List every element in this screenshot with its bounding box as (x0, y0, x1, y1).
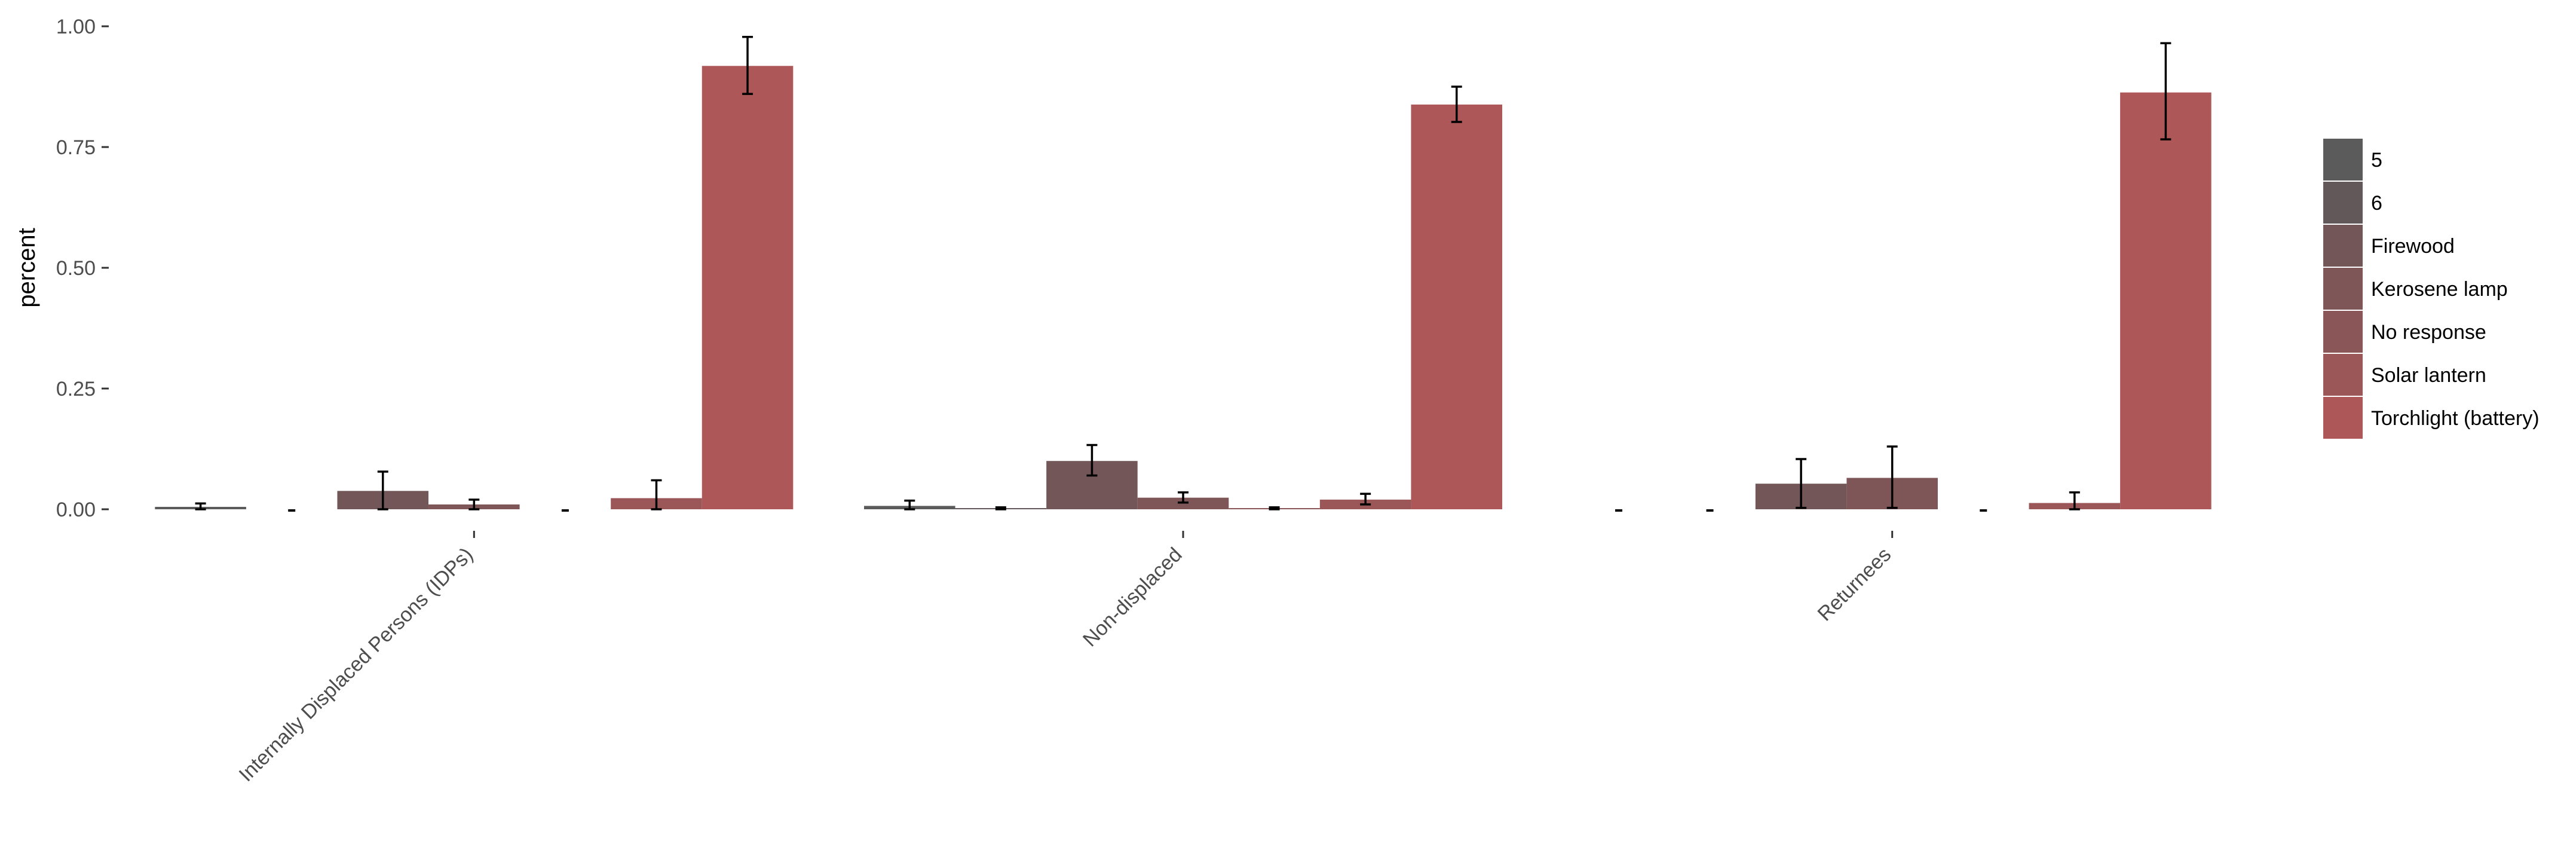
x-tick-label: Internally Displaced Persons (IDPs) (235, 543, 477, 786)
bar (1411, 104, 1502, 509)
error-bar (377, 470, 388, 510)
bar-series-group (155, 66, 2211, 512)
error-bar (651, 479, 662, 510)
bar (2120, 92, 2211, 510)
error-bar-group (195, 36, 2171, 510)
legend-label: Solar lantern (2371, 364, 2486, 387)
y-tick-label: 0.75 (56, 136, 96, 159)
y-tick-label: 1.00 (56, 16, 96, 38)
legend: 5 6 Firewood Kerosene lamp No response Solar … (2323, 139, 2540, 439)
error-bar (2160, 42, 2171, 140)
error-bar (1451, 85, 1462, 123)
legend-key (2323, 139, 2363, 181)
x-tick-label: Non-displaced (1079, 543, 1187, 652)
error-bar (195, 502, 206, 510)
x-axis: Internally Displaced Persons (IDPs) Non-d… (235, 531, 1896, 786)
y-tick-label: 0.25 (56, 378, 96, 400)
error-bar (2069, 491, 2080, 510)
x-tick-label: Returnees (1814, 543, 1896, 626)
error-bar (1178, 491, 1189, 504)
y-tick-label: 0.00 (56, 499, 96, 521)
legend-label: Firewood (2371, 235, 2455, 258)
error-bar (904, 499, 915, 510)
legend-label: No response (2371, 321, 2486, 344)
error-bar (742, 36, 753, 95)
legend-key (2323, 397, 2363, 439)
bar (702, 66, 794, 510)
error-bar (995, 506, 1006, 510)
legend-key (2323, 182, 2363, 224)
y-axis: 0.00 0.25 0.50 0.75 1.00 (56, 16, 109, 521)
legend-label: Torchlight (battery) (2371, 407, 2540, 430)
error-bar (1886, 445, 1898, 509)
legend-label: 6 (2371, 192, 2382, 215)
error-bar (1269, 506, 1280, 510)
legend-key (2323, 354, 2363, 396)
legend-key (2323, 225, 2363, 267)
y-tick-label: 0.50 (56, 257, 96, 280)
error-bar (1086, 444, 1098, 477)
error-bar (468, 499, 480, 510)
legend-label: 5 (2371, 149, 2382, 172)
error-bar (1360, 493, 1371, 506)
legend-key (2323, 268, 2363, 310)
legend-key (2323, 311, 2363, 353)
y-axis-title: percent (14, 228, 40, 307)
error-bar (1796, 458, 1807, 509)
legend-label: Kerosene lamp (2371, 278, 2508, 301)
